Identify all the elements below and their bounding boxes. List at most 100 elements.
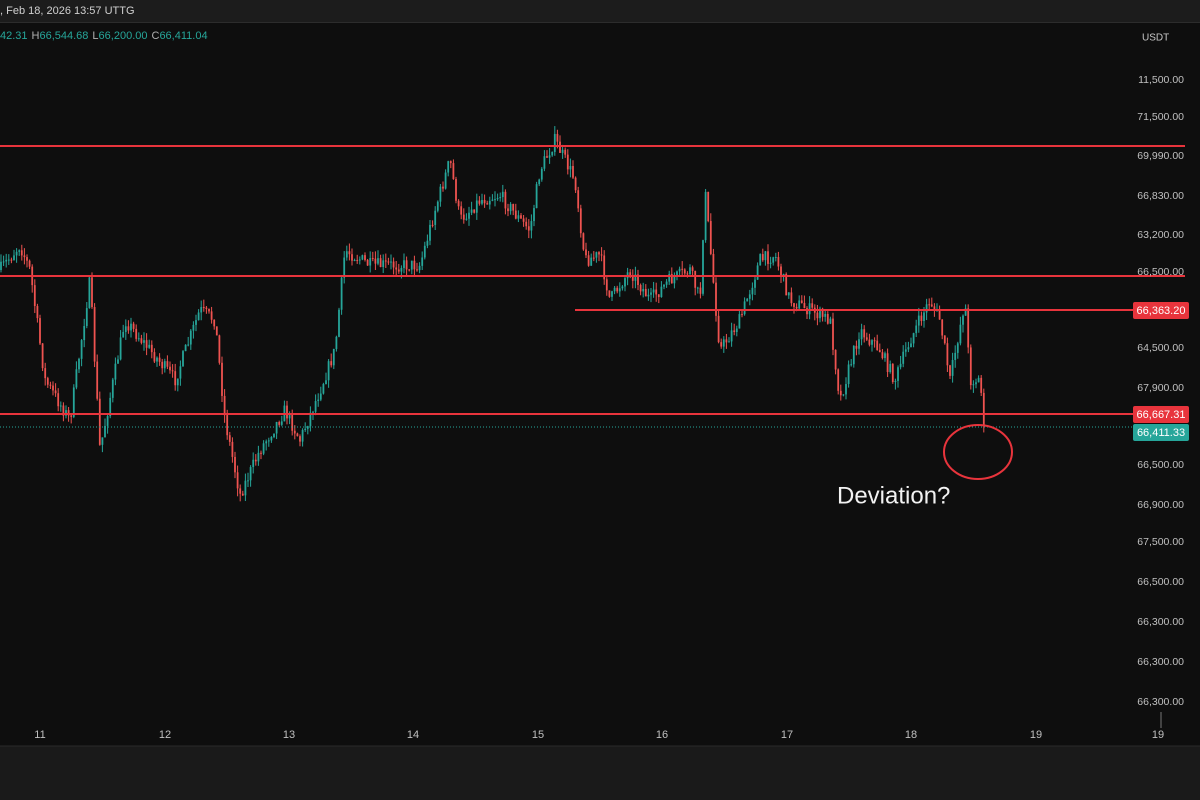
candle-body (119, 337, 122, 360)
candle-body (455, 179, 457, 201)
candle-body (260, 452, 262, 454)
candle-body (410, 260, 413, 270)
candle-body (377, 258, 379, 264)
candle-body (808, 303, 811, 315)
time-label: 15 (532, 729, 544, 741)
price-label: 67,900.00 (1137, 382, 1184, 394)
candle-body (340, 277, 343, 310)
candle-body (460, 206, 463, 215)
candle-body (845, 384, 847, 395)
candle-body (132, 323, 135, 329)
candle-body (400, 267, 403, 272)
candle-body (824, 313, 827, 317)
candle-body (343, 257, 346, 278)
candle-body (530, 221, 533, 231)
candle-body (847, 364, 850, 385)
price-label: 71,500.00 (1137, 111, 1184, 123)
candle-body (228, 435, 231, 442)
candle-body (366, 259, 369, 266)
candle-body (392, 261, 395, 268)
candle-body (709, 221, 712, 254)
candle-body (639, 284, 642, 292)
candle-body (231, 441, 234, 457)
candle-body (306, 426, 309, 429)
candle-body (301, 430, 304, 442)
candle-body (166, 361, 169, 367)
candle-body (917, 315, 920, 326)
candle-body (156, 357, 158, 362)
candle-body (816, 312, 819, 319)
candle-body (600, 254, 603, 256)
candle-body (559, 141, 561, 153)
candle-body (278, 422, 281, 425)
candle-body (265, 441, 268, 444)
candle-body (980, 377, 983, 393)
candle-body (746, 298, 749, 302)
price-label: 66,300.00 (1137, 616, 1184, 628)
last-price-box (1133, 424, 1189, 441)
candle-body (111, 379, 114, 398)
candle-body (561, 149, 564, 153)
candle-body (405, 260, 408, 270)
candle-body (858, 339, 860, 349)
price-label: 67,500.00 (1137, 536, 1184, 548)
candle-body (338, 309, 340, 337)
candle-body (829, 318, 832, 324)
candle-body (78, 358, 80, 370)
candle-body (57, 393, 60, 407)
candle-body (722, 339, 725, 347)
candle-body (715, 282, 717, 316)
candle-body (247, 480, 249, 482)
candle-body (650, 292, 652, 295)
candle-body (335, 336, 338, 349)
candle-body (176, 378, 179, 386)
candle-body (33, 285, 36, 307)
candle-body (806, 308, 808, 315)
candle-body (748, 294, 751, 299)
highlight-circle (943, 424, 1013, 480)
candle-body (327, 361, 330, 381)
candle-body (257, 452, 260, 462)
candle-body (312, 411, 314, 413)
candle-body (184, 344, 187, 352)
candle-body (553, 133, 556, 152)
candle-body (104, 425, 106, 438)
candle-body (98, 398, 101, 445)
candle-body (488, 200, 491, 205)
candle-body (839, 390, 842, 396)
candle-body (23, 255, 26, 258)
candle-body (850, 364, 853, 366)
candle-body (972, 384, 975, 386)
candle-body (774, 257, 777, 259)
candle-body (356, 259, 359, 261)
ohlc-key: L (92, 30, 98, 42)
candle-body (741, 314, 743, 316)
candle-body (598, 252, 600, 255)
candle-body (631, 275, 634, 281)
candle-body (624, 278, 626, 287)
candle-body (712, 253, 715, 283)
candle-body (702, 240, 704, 294)
time-label: 16 (656, 729, 668, 741)
candle-body (192, 324, 195, 331)
candle-body (928, 304, 931, 306)
candle-body (275, 422, 278, 434)
candle-body (197, 312, 200, 321)
candle-body (88, 277, 91, 309)
candle-body (811, 303, 814, 308)
candle-body (286, 405, 288, 419)
candle-body (751, 287, 754, 295)
candle-body (915, 325, 918, 334)
candle-body (878, 350, 881, 353)
candle-body (106, 416, 109, 426)
candle-body (124, 326, 127, 332)
candle-body (462, 214, 465, 220)
ohlc-value: 66,200.00 (99, 30, 148, 42)
candle-body (416, 269, 418, 271)
candle-body (964, 308, 967, 316)
candle-body (93, 307, 96, 362)
candle-body (332, 348, 335, 366)
candle-body (205, 307, 208, 309)
candle-body (884, 353, 886, 359)
